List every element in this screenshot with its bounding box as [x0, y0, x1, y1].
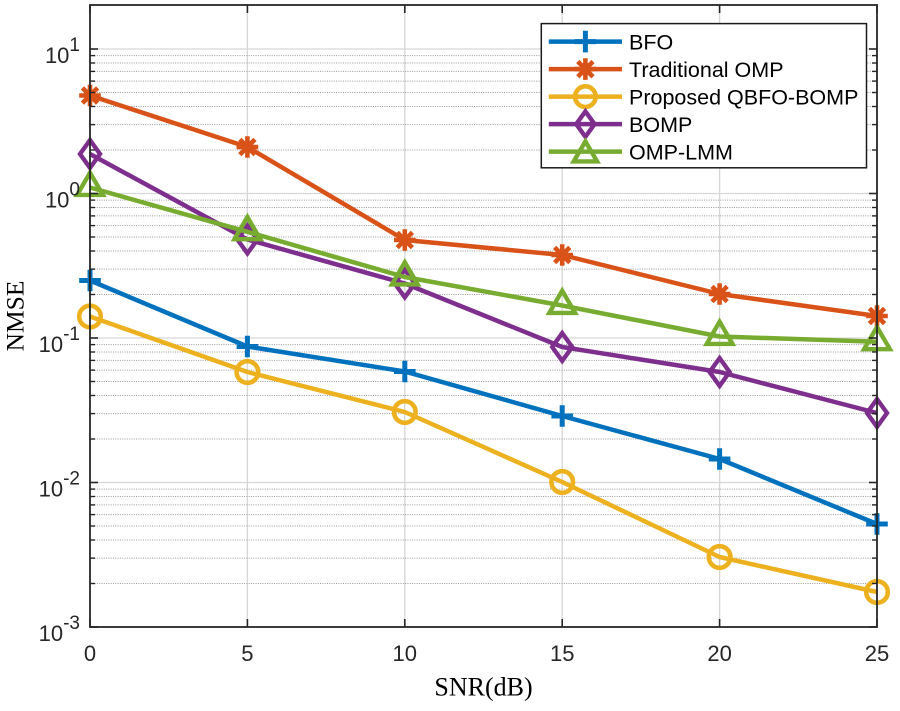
svg-text:NMSE: NMSE: [1, 281, 30, 352]
svg-text:5: 5: [241, 641, 253, 666]
svg-text:BFO: BFO: [629, 30, 673, 54]
svg-text:20: 20: [707, 641, 731, 666]
svg-text:10: 10: [393, 641, 417, 666]
svg-text:Proposed QBFO-BOMP: Proposed QBFO-BOMP: [629, 85, 858, 109]
svg-text:BOMP: BOMP: [629, 113, 692, 137]
svg-text:Traditional OMP: Traditional OMP: [629, 58, 784, 82]
svg-text:25: 25: [865, 641, 889, 666]
svg-text:SNR(dB): SNR(dB): [434, 673, 532, 702]
svg-text:OMP-LMM: OMP-LMM: [629, 140, 733, 164]
svg-text:0: 0: [84, 641, 96, 666]
svg-text:15: 15: [550, 641, 574, 666]
